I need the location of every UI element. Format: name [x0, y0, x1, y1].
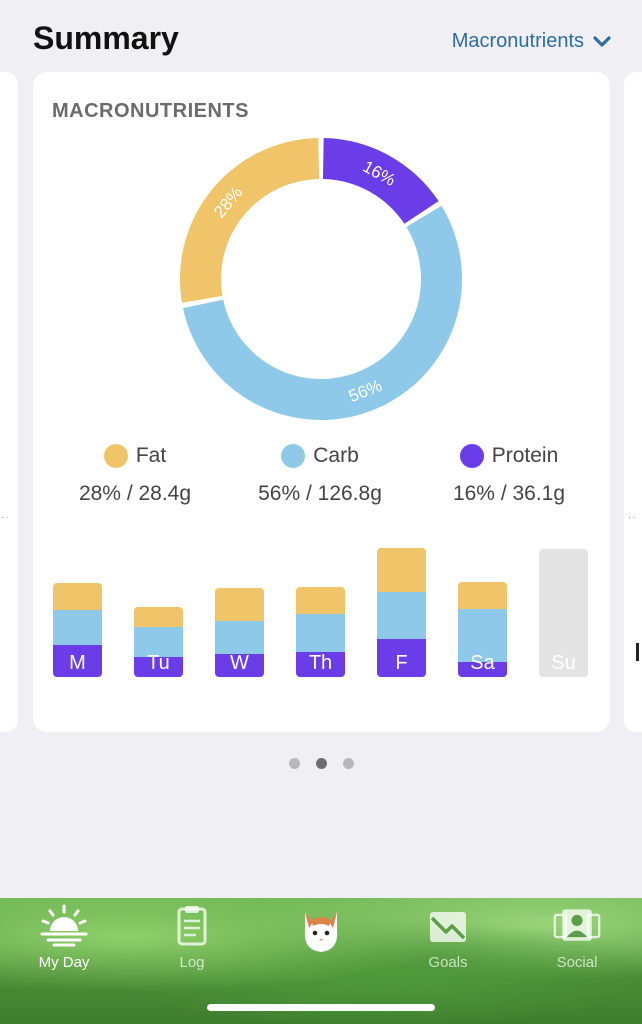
bar-segment-carb	[458, 609, 507, 662]
bar-segment-carb	[53, 610, 102, 645]
chart-goals-icon	[430, 912, 466, 942]
people-icon	[553, 909, 601, 941]
chevron-down-icon	[593, 35, 611, 47]
next-card-marker	[636, 643, 639, 661]
next-card[interactable]	[624, 72, 642, 732]
dropdown-label: Macronutrients	[451, 30, 584, 52]
card-title: MACRONUTRIENTS	[52, 100, 249, 122]
bar-segment-protein	[377, 639, 426, 677]
tab-my-day[interactable]: My Day	[24, 904, 104, 974]
legend-name: Protein	[491, 444, 559, 467]
tab-label: Goals	[428, 954, 468, 971]
bar-segment-protein	[53, 645, 102, 677]
donut-slice-protein	[322, 138, 439, 224]
bar-segment-protein	[215, 654, 264, 677]
bar-day-label: W	[230, 652, 249, 674]
tab-label: My Day	[38, 954, 90, 971]
page-title: Summary	[33, 20, 179, 56]
carb-dot-icon	[281, 444, 306, 468]
macronutrient-legend: Fat 28% / 28.4g Carb 56% / 126.8g Protei…	[33, 442, 610, 512]
legend-item-carb: Carb 56% / 126.8g	[230, 442, 410, 506]
bar-f[interactable]: F	[377, 548, 426, 677]
bar-day-label: M	[69, 652, 86, 674]
cat-mascot-icon	[304, 912, 338, 952]
bar-segment-protein	[296, 652, 345, 677]
bar-day-label: F	[395, 652, 407, 674]
bar-segment-protein	[458, 662, 507, 677]
legend-value: 28% / 28.4g	[78, 482, 192, 505]
sunrise-icon	[40, 904, 88, 947]
bar-segment-carb	[134, 627, 183, 657]
bar-su[interactable]: Su	[539, 549, 588, 677]
legend-value: 16% / 36.1g	[452, 482, 566, 505]
previous-card[interactable]	[0, 72, 18, 732]
bar-day-label: Su	[551, 652, 575, 674]
bar-segment-empty	[539, 549, 588, 677]
bar-segment-fat	[458, 582, 507, 609]
legend-name: Fat	[135, 444, 167, 467]
bar-m[interactable]: M	[53, 583, 102, 677]
macronutrients-card: MACRONUTRIENTS 16% 56% 28% Fat 28% / 28.4g…	[33, 72, 610, 732]
tab-log[interactable]: Log	[152, 904, 232, 974]
bar-segment-carb	[296, 614, 345, 652]
bar-sa[interactable]: Sa	[458, 582, 507, 677]
header: Summary Macronutrients	[0, 0, 642, 80]
bar-tu[interactable]: Tu	[134, 607, 183, 677]
donut-slice-carb	[183, 205, 463, 420]
legend-value: 56% / 126.8g	[258, 482, 382, 505]
bar-day-label: Th	[309, 652, 332, 674]
page-indicator	[0, 758, 642, 769]
bar-segment-protein	[134, 657, 183, 677]
bar-segment-fat	[215, 588, 264, 621]
bar-segment-fat	[377, 548, 426, 592]
page-dot[interactable]	[342, 758, 354, 769]
bar-segment-fat	[134, 607, 183, 627]
tab-social[interactable]: Social	[537, 904, 617, 974]
macronutrient-donut-chart: 16%56%28%	[180, 138, 463, 420]
tab-label: Log	[179, 954, 205, 971]
legend-name: Carb	[313, 444, 359, 467]
tab-goals[interactable]: Goals	[408, 904, 488, 974]
page-dot[interactable]	[315, 758, 327, 769]
bar-day-label: Tu	[147, 652, 170, 674]
legend-item-protein: Protein 16% / 36.1g	[419, 442, 599, 506]
bar-segment-fat	[53, 583, 102, 610]
fat-dot-icon	[103, 444, 128, 468]
bar-th[interactable]: Th	[296, 587, 345, 677]
bar-day-label: Sa	[470, 652, 495, 674]
tab-bar: My Day Log	[0, 898, 642, 1024]
donut-slice-fat	[180, 138, 320, 303]
bar-segment-fat	[296, 587, 345, 614]
bar-segment-carb	[215, 621, 264, 654]
weekly-stacked-bar-chart: M Tu W Th F Sa Su	[53, 548, 588, 677]
protein-dot-icon	[459, 444, 484, 468]
home-indicator	[207, 1004, 435, 1011]
previous-card-indicator: ··	[1, 512, 10, 523]
next-card-indicator: ··	[628, 512, 637, 523]
legend-item-fat: Fat 28% / 28.4g	[45, 442, 225, 506]
tab-mascot[interactable]	[281, 904, 361, 974]
clipboard-icon	[177, 906, 207, 946]
macronutrients-dropdown[interactable]: Macronutrients	[452, 30, 612, 53]
bar-segment-carb	[377, 592, 426, 639]
tab-label: Social	[556, 954, 598, 971]
page-dot[interactable]	[288, 758, 300, 769]
bar-w[interactable]: W	[215, 588, 264, 677]
